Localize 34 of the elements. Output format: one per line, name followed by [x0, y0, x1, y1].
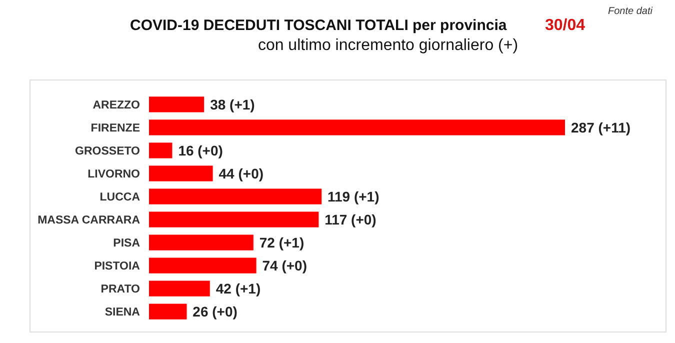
bar [149, 304, 187, 320]
y-tick-label: GROSSETO [75, 145, 140, 158]
bar [149, 96, 204, 112]
data-label: 117 (+0) [324, 211, 376, 228]
y-tick-label: PRATO [100, 284, 140, 296]
data-label: 16 (+0) [178, 142, 223, 158]
y-tick-label: LIVORNO [88, 168, 140, 180]
text: 30/04 [545, 17, 586, 34]
y-tick-label: MASSA CARRARA [38, 214, 140, 227]
y-tick-label: LUCCA [100, 192, 140, 204]
data-label: 42 (+1) [216, 280, 261, 296]
y-tick-label: SIENA [104, 306, 140, 319]
bar [149, 188, 322, 204]
data-label: 287 (+11) [571, 119, 631, 136]
data-label: 44 (+0) [218, 165, 264, 182]
data-label: 38 (+1) [210, 96, 255, 112]
source-note: Fonte dati [608, 6, 654, 17]
bar [149, 142, 172, 158]
bar [149, 120, 565, 136]
data-label: 72 (+1) [259, 234, 304, 250]
y-tick-label: FIRENZE [90, 122, 140, 134]
bar [149, 234, 254, 250]
data-label: 74 (+0) [262, 257, 308, 274]
data-label: 26 (+0) [192, 303, 238, 320]
bar [149, 280, 210, 296]
y-tick-label: AREZZO [92, 99, 140, 112]
y-tick-label: PISA [113, 238, 140, 250]
data-label: 119 (+1) [327, 188, 380, 204]
bar [149, 212, 319, 228]
bar [149, 166, 213, 182]
chart-subtitle: con ultimo incremento giornaliero (+) [258, 37, 518, 54]
y-tick-label: PISTOIA [94, 260, 140, 273]
bar [149, 258, 256, 274]
chart-title: COVID-19 DECEDUTI TOSCANI TOTALI per provincia [130, 17, 508, 34]
